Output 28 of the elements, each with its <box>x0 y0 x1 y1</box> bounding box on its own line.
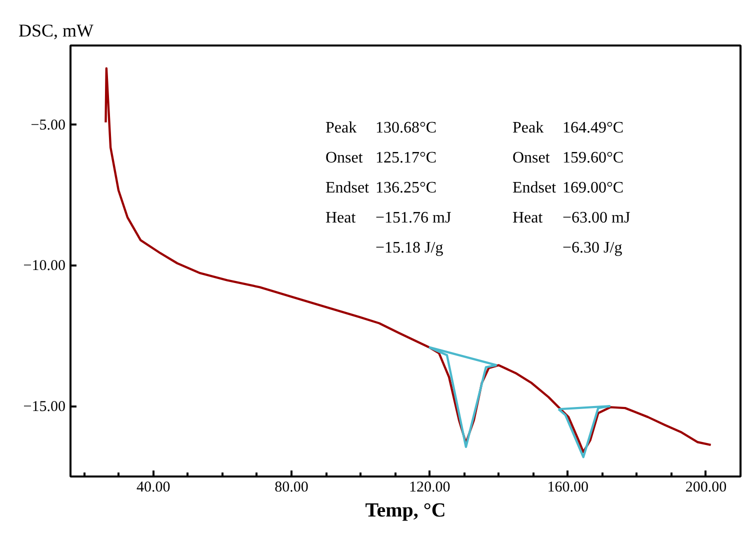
y-tick-label: −5.00 <box>30 117 66 134</box>
annotation: Peak <box>326 120 357 136</box>
annotation: Endset <box>326 180 370 196</box>
annotation: Endset <box>512 180 557 196</box>
y-tick-label: −10.00 <box>23 258 66 274</box>
annotation: 164.49°C <box>562 120 624 136</box>
x-tick-label: 80.00 <box>274 480 308 496</box>
annotation: 169.00°C <box>562 180 624 196</box>
x-tick-label: 40.00 <box>136 480 170 496</box>
y-tick-label: −15.00 <box>23 399 66 416</box>
y-axis-title: DSC, mW <box>18 20 94 40</box>
annotation: 136.25°C <box>376 180 437 196</box>
annotation: −63.00 mJ <box>562 210 630 226</box>
annotation: −151.76 mJ <box>376 210 452 226</box>
annotation: Heat <box>512 210 544 226</box>
annotation: 130.68°C <box>376 120 437 136</box>
annotation: Peak <box>512 120 544 136</box>
annotation: −6.30 J/g <box>562 240 622 256</box>
annotation: 125.17°C <box>376 150 437 166</box>
annotation: −15.18 J/g <box>376 240 444 256</box>
annotation: 159.60°C <box>562 150 624 166</box>
annotation: Heat <box>326 210 356 226</box>
x-axis-title: Temp, °C <box>365 500 446 522</box>
x-tick-label: 120.00 <box>409 480 450 496</box>
x-tick-label: 160.00 <box>547 480 588 496</box>
annotation: Onset <box>326 150 364 166</box>
annotation: Onset <box>512 150 550 166</box>
x-tick-label: 200.00 <box>685 480 727 496</box>
